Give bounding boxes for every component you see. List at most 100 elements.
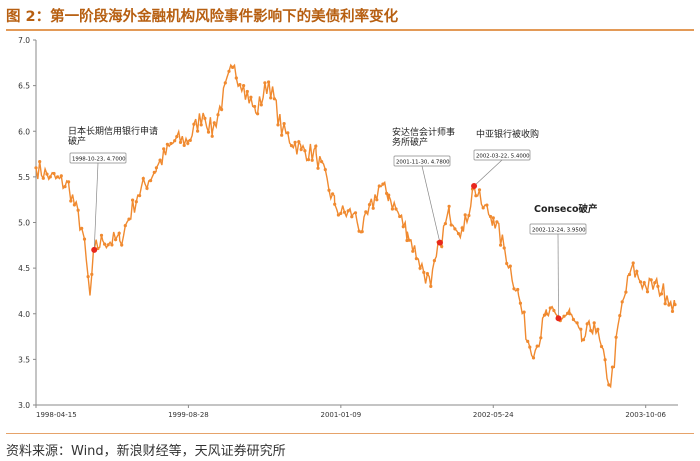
yield-point bbox=[86, 275, 90, 279]
yield-point bbox=[398, 214, 402, 219]
yield-point bbox=[667, 303, 671, 307]
yield-point bbox=[474, 194, 478, 198]
yield-point bbox=[114, 238, 118, 242]
event-marker bbox=[555, 315, 562, 322]
yield-point bbox=[45, 172, 49, 176]
event-label-cont: 务所破产 bbox=[392, 136, 428, 148]
yield-point bbox=[249, 95, 253, 99]
yield-point bbox=[592, 321, 596, 325]
yield-point bbox=[145, 186, 149, 190]
yield-point bbox=[178, 140, 183, 144]
yield-point bbox=[336, 213, 340, 217]
yield-point bbox=[360, 230, 364, 234]
yield-point bbox=[223, 81, 227, 85]
yield-point bbox=[165, 142, 169, 146]
yield-point bbox=[297, 140, 301, 144]
source-note: 资料来源：Wind，新浪财经等，天风证券研究所 bbox=[6, 444, 286, 459]
yield-point bbox=[407, 238, 411, 242]
yield-point bbox=[539, 336, 543, 340]
event-marker bbox=[471, 183, 478, 189]
yield-point bbox=[259, 103, 263, 107]
yield-point bbox=[367, 203, 372, 207]
yield-point bbox=[331, 192, 335, 196]
footer-divider bbox=[6, 433, 694, 434]
yield-point bbox=[310, 158, 314, 162]
y-tick-label: 5.0 bbox=[18, 219, 30, 228]
yield-point bbox=[535, 344, 539, 348]
event-value-text: 2002-03-22, 5.4000 bbox=[476, 153, 530, 159]
yield-point bbox=[485, 203, 489, 207]
yield-point bbox=[575, 321, 579, 325]
yield-point bbox=[120, 243, 124, 247]
x-tick-label: 2003-10-06 bbox=[625, 411, 666, 419]
yield-point bbox=[638, 280, 643, 284]
yield-point bbox=[323, 168, 327, 172]
yield-point bbox=[314, 144, 318, 148]
yield-point bbox=[562, 314, 566, 318]
yield-point bbox=[67, 180, 71, 184]
yield-point bbox=[263, 81, 267, 85]
yield-point bbox=[425, 272, 429, 276]
yield-point bbox=[41, 176, 45, 180]
yield-point bbox=[548, 306, 552, 310]
yield-point bbox=[269, 96, 273, 100]
yield-point bbox=[196, 129, 200, 133]
yield-point bbox=[440, 244, 444, 249]
yield-point bbox=[585, 322, 589, 326]
yield-point bbox=[491, 216, 495, 220]
yield-point bbox=[282, 122, 286, 126]
yield-point bbox=[512, 287, 516, 291]
yield-point bbox=[327, 188, 331, 192]
yield-point bbox=[289, 144, 294, 148]
yield-point bbox=[212, 121, 216, 125]
yield-point bbox=[306, 158, 311, 162]
yield-point bbox=[649, 278, 653, 282]
yield-point bbox=[253, 104, 257, 109]
y-tick-label: 7.0 bbox=[18, 36, 30, 45]
yield-point bbox=[350, 215, 354, 219]
yield-point bbox=[518, 301, 523, 305]
yield-point bbox=[568, 312, 572, 316]
yield-point bbox=[175, 135, 179, 139]
yield-point bbox=[488, 214, 493, 219]
event-value-text: 2002-12-24, 3.9500 bbox=[532, 227, 586, 233]
yield-point bbox=[663, 302, 667, 306]
yield-point bbox=[182, 143, 186, 147]
yield-point bbox=[234, 76, 238, 80]
yield-point bbox=[531, 356, 536, 360]
yield-point bbox=[316, 166, 320, 170]
yield-point bbox=[401, 225, 405, 229]
yield-point bbox=[607, 383, 611, 387]
yield-point bbox=[245, 89, 249, 94]
yield-point bbox=[227, 69, 231, 73]
yield-point bbox=[631, 261, 635, 265]
yield-point bbox=[449, 223, 453, 227]
yield-point bbox=[645, 290, 650, 294]
yield-point bbox=[364, 210, 368, 214]
yield-point bbox=[620, 300, 624, 304]
yield-point bbox=[299, 147, 303, 152]
yield-point bbox=[63, 185, 67, 189]
yield-point bbox=[599, 344, 604, 349]
yield-point bbox=[48, 175, 52, 179]
yield-point bbox=[206, 130, 211, 134]
yield-point bbox=[596, 327, 600, 331]
x-tick-label: 2002-05-24 bbox=[473, 411, 514, 419]
yield-point bbox=[342, 210, 347, 214]
yield-point bbox=[377, 184, 381, 188]
yield-point bbox=[238, 83, 242, 87]
yield-point bbox=[432, 259, 436, 263]
yield-point bbox=[173, 139, 177, 143]
yield-point bbox=[414, 257, 418, 261]
yield-point bbox=[516, 287, 520, 292]
yield-point bbox=[59, 174, 63, 178]
yield-point bbox=[152, 170, 156, 174]
yield-point bbox=[635, 269, 639, 273]
yield-point bbox=[603, 358, 607, 362]
yield-point bbox=[186, 141, 190, 145]
yield-point bbox=[138, 194, 142, 198]
yield-point bbox=[357, 229, 361, 233]
yield-point bbox=[210, 134, 214, 138]
yield-point bbox=[453, 227, 457, 231]
